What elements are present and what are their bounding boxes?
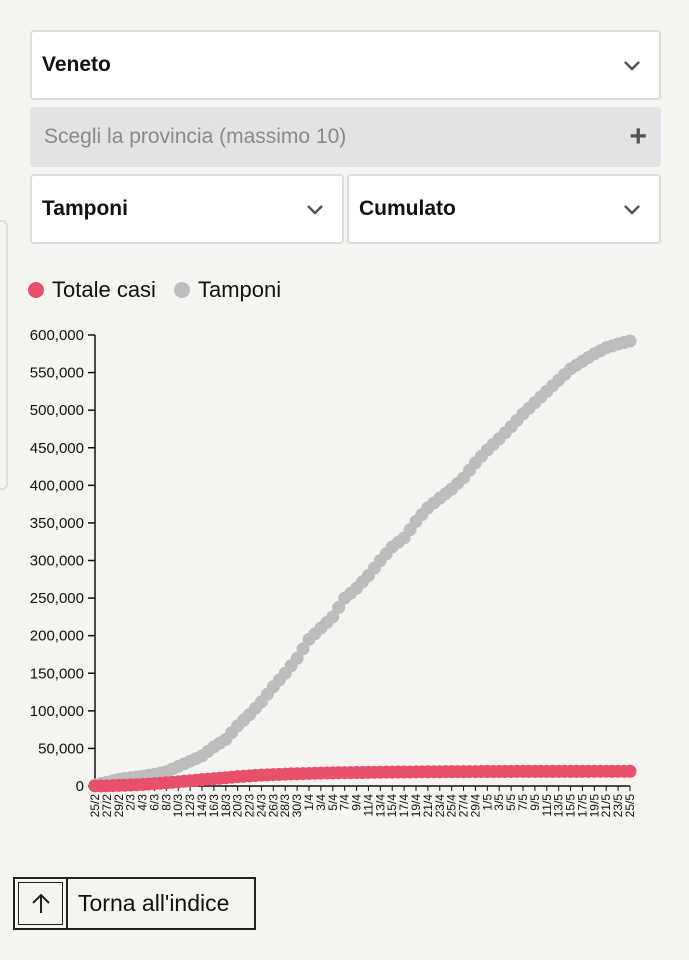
x-tick-label: 11/5 xyxy=(540,794,554,817)
back-to-index-label: Torna all'indice xyxy=(78,890,230,916)
arrow-up-icon xyxy=(15,879,68,928)
plus-icon[interactable]: + xyxy=(629,120,647,153)
y-tick-label: 500,000 xyxy=(30,402,84,419)
y-tick-label: 350,000 xyxy=(30,515,84,532)
y-tick-label: 550,000 xyxy=(30,365,84,382)
x-tick-label: 30/3 xyxy=(290,794,304,818)
y-tick-label: 50,000 xyxy=(38,740,84,757)
x-tick-label: 7/5 xyxy=(516,794,530,811)
x-tick-label: 3/4 xyxy=(314,794,328,811)
x-tick-label: 19/5 xyxy=(587,794,601,818)
x-tick-label: 25/2 xyxy=(88,794,102,818)
x-tick-label: 27/2 xyxy=(100,794,114,818)
province-placeholder: Scegli la provincia (massimo 10) xyxy=(44,125,347,148)
x-tick-label: 17/4 xyxy=(397,794,411,818)
legend-label-tests: Tamponi xyxy=(197,277,282,302)
chart: 600,000 550,000 500,000 450,000 400,000 350,0… xyxy=(30,327,637,818)
x-tick-label: 15/5 xyxy=(564,794,578,818)
x-tick-label: 15/4 xyxy=(385,794,399,818)
y-tick-label: 450,000 xyxy=(30,440,84,457)
chevron-down-icon xyxy=(307,205,323,215)
y-tick-label: 300,000 xyxy=(30,553,84,570)
y-tick-label: 150,000 xyxy=(30,665,84,682)
legend-label-cases: Totale casi xyxy=(52,277,156,302)
x-tick-label: 11/4 xyxy=(361,794,375,817)
legend-dot-cases xyxy=(28,282,44,298)
mode-select[interactable]: Cumulato xyxy=(347,174,661,244)
point-tamponi xyxy=(326,610,340,624)
x-tick-label: 21/4 xyxy=(421,794,435,818)
x-tick-label: 21/5 xyxy=(599,794,613,818)
x-tick-label: 26/3 xyxy=(266,794,280,818)
y-tick-label: 600,000 xyxy=(30,327,84,344)
x-tick-label: 6/3 xyxy=(147,794,161,811)
side-panel-edge[interactable] xyxy=(0,220,8,490)
y-tick-label: 0 xyxy=(76,778,84,795)
x-tick-label: 20/3 xyxy=(231,794,245,818)
x-tick-label: 2/3 xyxy=(124,794,138,811)
region-select-value: Veneto xyxy=(42,53,111,76)
point-tamponi xyxy=(332,600,346,614)
x-tick-label: 18/3 xyxy=(219,794,233,818)
chart-legend: Totale casi Tamponi xyxy=(28,276,299,304)
x-tick-label: 29/2 xyxy=(112,794,126,818)
legend-item-tests[interactable]: Tamponi xyxy=(173,277,282,303)
x-tick-label: 23/4 xyxy=(433,794,447,818)
chevron-down-icon xyxy=(624,205,640,215)
region-select[interactable]: Veneto xyxy=(30,30,661,100)
x-tick-label: 22/3 xyxy=(243,794,257,818)
y-tick-label: 100,000 xyxy=(30,703,84,720)
x-tick-label: 23/5 xyxy=(611,794,625,818)
x-tick-label: 5/4 xyxy=(326,794,340,811)
x-tick-label: 12/3 xyxy=(183,794,197,818)
x-tick-label: 10/3 xyxy=(171,794,185,818)
x-tick-label: 17/5 xyxy=(575,794,589,818)
x-tick-label: 1/4 xyxy=(302,794,316,811)
province-picker[interactable]: Scegli la provincia (massimo 10) + xyxy=(30,107,661,167)
legend-dot-tests xyxy=(173,282,190,298)
x-tick-label: 16/3 xyxy=(207,794,221,818)
x-tick-label: 29/4 xyxy=(468,794,482,818)
y-tick-label: 400,000 xyxy=(30,477,84,494)
x-tick-label: 25/5 xyxy=(623,794,637,818)
x-tick-label: 28/3 xyxy=(278,794,292,818)
x-tick-label: 25/4 xyxy=(445,794,459,818)
x-tick-label: 19/4 xyxy=(409,794,423,818)
metric-select-value: Tamponi xyxy=(42,197,128,220)
y-tick-label: 250,000 xyxy=(30,590,84,607)
x-tick-label: 9/5 xyxy=(528,794,542,811)
x-tick-label: 5/5 xyxy=(504,794,518,811)
x-tick-label: 14/3 xyxy=(195,794,209,818)
metric-select[interactable]: Tamponi xyxy=(30,174,344,244)
x-tick-label: 27/4 xyxy=(457,794,471,818)
point-tamponi xyxy=(296,642,310,656)
x-tick-label: 8/3 xyxy=(159,794,173,811)
x-tick-label: 13/4 xyxy=(373,794,387,818)
x-tick-label: 9/4 xyxy=(350,794,364,811)
y-tick-label: 200,000 xyxy=(30,628,84,645)
x-tick-label: 7/4 xyxy=(338,794,352,811)
mode-select-value: Cumulato xyxy=(359,197,456,220)
chevron-down-icon xyxy=(624,61,640,71)
x-tick-label: 3/5 xyxy=(492,794,506,811)
point-totale-casi xyxy=(623,764,637,778)
legend-item-cases[interactable]: Totale casi xyxy=(28,277,156,303)
x-tick-label: 4/3 xyxy=(136,794,150,811)
point-tamponi xyxy=(290,651,304,665)
x-tick-label: 24/3 xyxy=(254,794,268,818)
point-tamponi xyxy=(623,334,637,348)
back-to-index-button[interactable]: Torna all'indice xyxy=(13,877,256,930)
x-tick-label: 13/5 xyxy=(552,794,566,818)
x-tick-label: 1/5 xyxy=(480,794,494,811)
